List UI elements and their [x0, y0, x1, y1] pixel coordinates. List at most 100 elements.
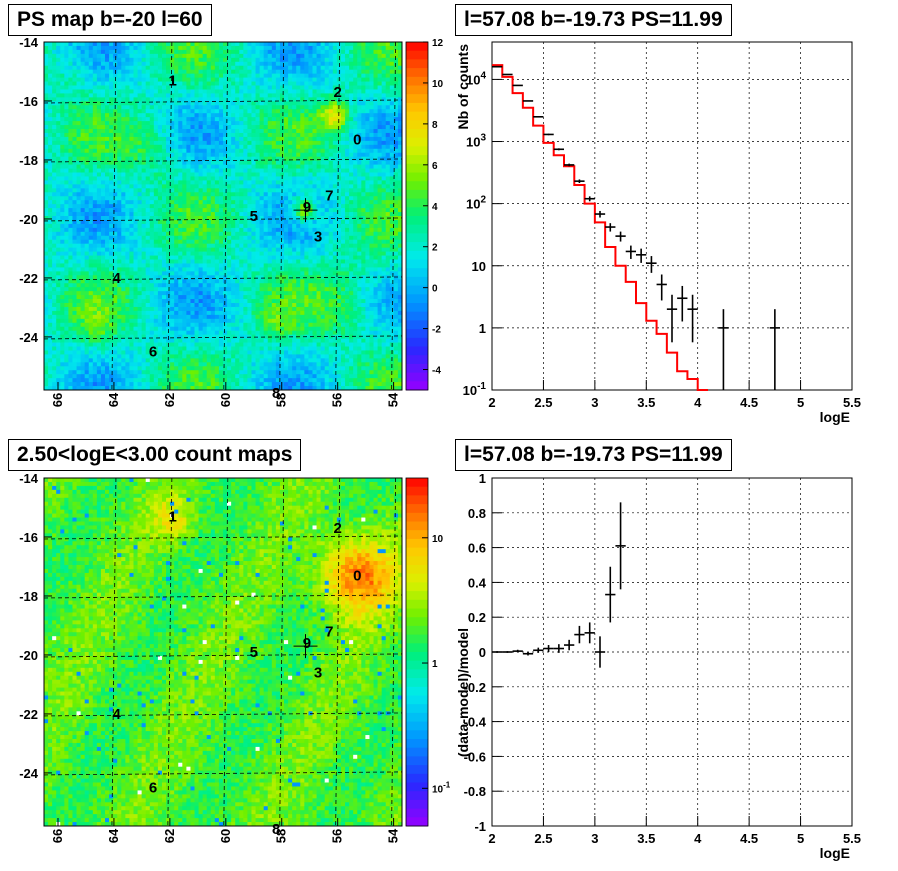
heatmap-cell [190, 303, 195, 308]
heatmap-cell [137, 275, 143, 280]
heatmap-cell [88, 196, 94, 201]
heatmap-cell [72, 81, 77, 86]
heatmap-cell [48, 97, 53, 102]
heatmap-cell [60, 180, 65, 185]
heatmap-cell [76, 303, 82, 308]
heatmap-cell [161, 378, 167, 383]
heatmap-cell [88, 279, 94, 284]
heatmap-cell [44, 303, 49, 308]
heatmap-cell [105, 168, 110, 173]
heatmap-cell [64, 338, 69, 343]
heatmap-cell [214, 49, 220, 55]
heatmap-cell [251, 196, 256, 201]
heatmap-cell [247, 176, 252, 181]
heatmap-cell [161, 148, 167, 154]
heatmap-cell [271, 287, 277, 292]
heatmap-cell [174, 263, 179, 268]
heatmap-cell [60, 299, 65, 304]
heatmap-cell [223, 208, 228, 213]
heatmap-cell [133, 129, 138, 134]
heatmap-cell [206, 212, 212, 217]
heatmap-cell [210, 140, 216, 146]
heatmap-cell [157, 105, 163, 110]
heatmap-cell [190, 144, 195, 150]
heatmap-cell [141, 69, 147, 75]
heatmap-cell [202, 382, 208, 387]
heatmap-cell [259, 243, 265, 249]
heatmap-cell [157, 140, 163, 146]
heatmap-cell [153, 346, 159, 351]
heatmap-cell [84, 251, 90, 256]
heatmap-cell [64, 196, 69, 201]
heatmap-cell [247, 42, 252, 47]
heatmap-cell [263, 275, 269, 280]
heatmap-cell [84, 192, 90, 197]
heatmap-cell [125, 334, 130, 339]
heatmap-cell [239, 382, 244, 387]
heatmap-cell [186, 105, 191, 110]
heatmap-cell [121, 85, 126, 90]
heatmap-cell [64, 223, 69, 229]
heatmap-cell [105, 291, 110, 296]
heatmap-cell [72, 188, 77, 193]
heatmap-cell [214, 109, 220, 114]
heatmap-cell [100, 219, 106, 225]
heatmap-cell [210, 255, 216, 260]
heatmap-cell [267, 259, 273, 264]
heatmap-cell [210, 121, 216, 126]
heatmap-cell [125, 53, 130, 59]
heatmap-cell [271, 263, 277, 268]
heatmap-cell [153, 97, 159, 102]
heatmap-cell [137, 322, 143, 328]
heatmap-cell [133, 382, 138, 387]
heatmap-cell [100, 334, 106, 339]
heatmap-cell [178, 144, 183, 150]
heatmap-cell [190, 65, 195, 71]
heatmap-cell [52, 366, 57, 371]
heatmap-cell [56, 326, 61, 332]
heatmap-cell [80, 129, 86, 134]
heatmap-cell [84, 125, 90, 130]
heatmap-cell [100, 338, 106, 343]
heatmap-cell [68, 370, 73, 375]
heatmap-cell [121, 239, 126, 245]
heatmap-cell [109, 271, 114, 276]
heatmap-cell [109, 346, 114, 351]
heatmap-cell [52, 184, 57, 189]
heatmap-cell [194, 113, 199, 118]
heatmap-cell [48, 295, 53, 300]
heatmap-cell [202, 306, 208, 312]
heatmap-cell [105, 117, 110, 122]
heatmap-cell [48, 73, 53, 78]
heatmap-cell [129, 370, 134, 375]
heatmap-cell [149, 69, 155, 75]
heatmap-cell [141, 378, 147, 383]
heatmap-cell [239, 144, 244, 150]
heatmap-cell [137, 235, 143, 241]
heatmap-cell [231, 121, 236, 126]
heatmap-cell [129, 85, 134, 90]
heatmap-cell [243, 239, 248, 245]
heatmap-cell [194, 326, 199, 332]
heatmap-cell [263, 212, 269, 217]
heatmap-cells-0 [44, 42, 403, 391]
heatmap-cell [174, 303, 179, 308]
heatmap-cell [267, 299, 273, 304]
heatmap-cell [80, 255, 86, 260]
heatmap-cell [109, 235, 114, 241]
heatmap-cell [113, 208, 118, 213]
heatmap-cell [227, 279, 232, 284]
heatmap-cell [182, 219, 187, 225]
heatmap-cell [72, 129, 77, 134]
heatmap-cell [149, 314, 155, 320]
heatmap-cell [239, 105, 244, 110]
heatmap-cell [92, 362, 98, 367]
heatmap-cell [125, 160, 130, 165]
heatmap-cell [259, 235, 265, 241]
heatmap-cell [60, 263, 65, 268]
heatmap-cell [96, 77, 102, 82]
heatmap-cell [64, 330, 69, 336]
heatmap-cell [235, 49, 240, 55]
heatmap-cell [271, 235, 277, 241]
heatmap-cell [145, 204, 151, 209]
